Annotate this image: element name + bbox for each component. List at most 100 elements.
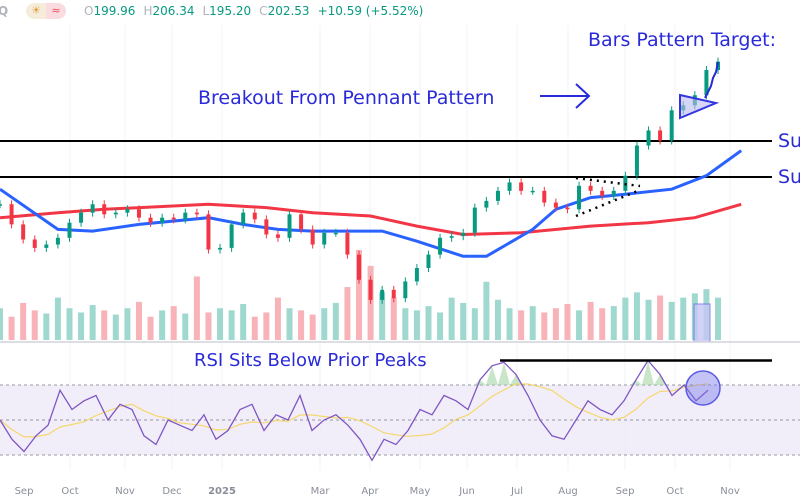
candle-body [484,200,489,208]
candle-body [171,217,176,220]
volume-bar [170,306,177,340]
open-value: 199.96 [93,4,136,18]
arrow-right-icon [540,83,591,109]
volume-bar [147,316,154,340]
high-value: 206.34 [152,4,195,18]
rsi-annotation: RSI Sits Below Prior Peaks [194,350,427,371]
candle-body [461,232,466,237]
volume-bar [0,308,3,340]
volume-bar [217,308,224,340]
candle-body [55,237,60,245]
volume-bar [135,301,142,340]
candle-body [704,70,709,96]
rsi-line [0,359,709,462]
candle-body [646,130,651,146]
volume-bar [564,304,571,340]
volume-bar [274,297,281,340]
candle-body [588,185,593,191]
candle-body [322,232,327,245]
candle-body [229,224,234,248]
volume-bar [344,287,351,340]
volume-bar [66,308,73,340]
candle-body [0,204,2,206]
volume-bar [657,295,664,340]
candle-body [530,190,535,193]
volume-bar [112,314,119,340]
candle-body [391,289,396,299]
volume-bar [356,250,362,340]
symbol-partial: Q [0,4,9,18]
volume-bar [437,312,444,340]
volume-bar [31,310,38,340]
volume-bar [332,302,339,340]
volume-bar [471,308,478,340]
volume-bar [286,308,293,340]
rsi-highlight-circle [685,370,721,406]
low-value: 195.20 [209,4,252,18]
x-axis-label: Oct [61,486,78,497]
volume-bar [251,316,258,340]
volume-bar [715,297,721,340]
volume-bar [541,312,548,340]
volume-highlight [693,303,711,343]
volume-bar [263,312,270,340]
candle-body [669,110,674,141]
candle-body [449,236,454,238]
ohlc-header: Q ☀ ≈ O 199.96 H 206.34 L 195.20 C 202.53 +1… [0,0,423,22]
volume-bar [124,308,131,340]
candle-body [102,204,107,215]
volume-bar [78,312,85,340]
open-label: O [84,4,94,18]
candle-body [287,214,292,238]
candle-body [148,217,153,223]
volume-bar [610,306,617,340]
candle-body [507,182,512,191]
high-label: H [143,4,153,18]
candle-body [438,237,443,255]
candle-body [658,130,663,141]
approx-wave-icon[interactable]: ≈ [46,3,66,19]
volume-bar [390,297,397,340]
volume-bar [101,310,108,340]
candle-body [565,207,570,210]
volume-bar [8,316,15,340]
volume-bar [159,310,166,340]
candle-body [310,229,315,245]
x-axis-label: Nov [720,486,740,497]
breakout-annotation: Breakout From Pennant Pattern [198,87,494,109]
volume-bar [587,301,594,340]
candle-body [194,212,199,215]
x-axis: Sep Oct Nov Dec 2025 Mar Apr May Jun Jul Aug Sep Oct… [15,486,740,497]
candle-body [183,212,188,220]
rsi-overbought-fill [474,360,666,385]
x-axis-label: Sep [15,486,34,497]
candle-body [160,217,165,223]
volume-bar [506,308,513,340]
candle-body [264,219,269,235]
volume-bar [552,308,559,340]
target-annotation: Bars Pattern Target: [588,29,776,51]
volume-bar [309,314,316,340]
candle-body [241,212,246,225]
x-axis-label: Mar [311,486,331,497]
sun-icon[interactable]: ☀ [26,3,46,19]
candle-body [426,254,431,269]
volume-bar [494,299,501,340]
x-axis-label: Nov [115,486,135,497]
volume-bar [20,302,27,340]
candle-body [519,182,524,191]
support-upper-label: Su [778,130,800,152]
volume-bar [633,292,640,340]
volume-bar [622,297,629,340]
candle-body [252,212,257,220]
candle-body [125,209,130,213]
volume-bar [402,308,409,340]
volume-bar [460,302,467,340]
x-axis-label: Jul [510,486,523,497]
candle-body [44,244,49,248]
candle-body [495,190,500,201]
volume-bar [425,306,432,340]
volume-bar [182,313,189,340]
flag-pattern [575,176,641,218]
